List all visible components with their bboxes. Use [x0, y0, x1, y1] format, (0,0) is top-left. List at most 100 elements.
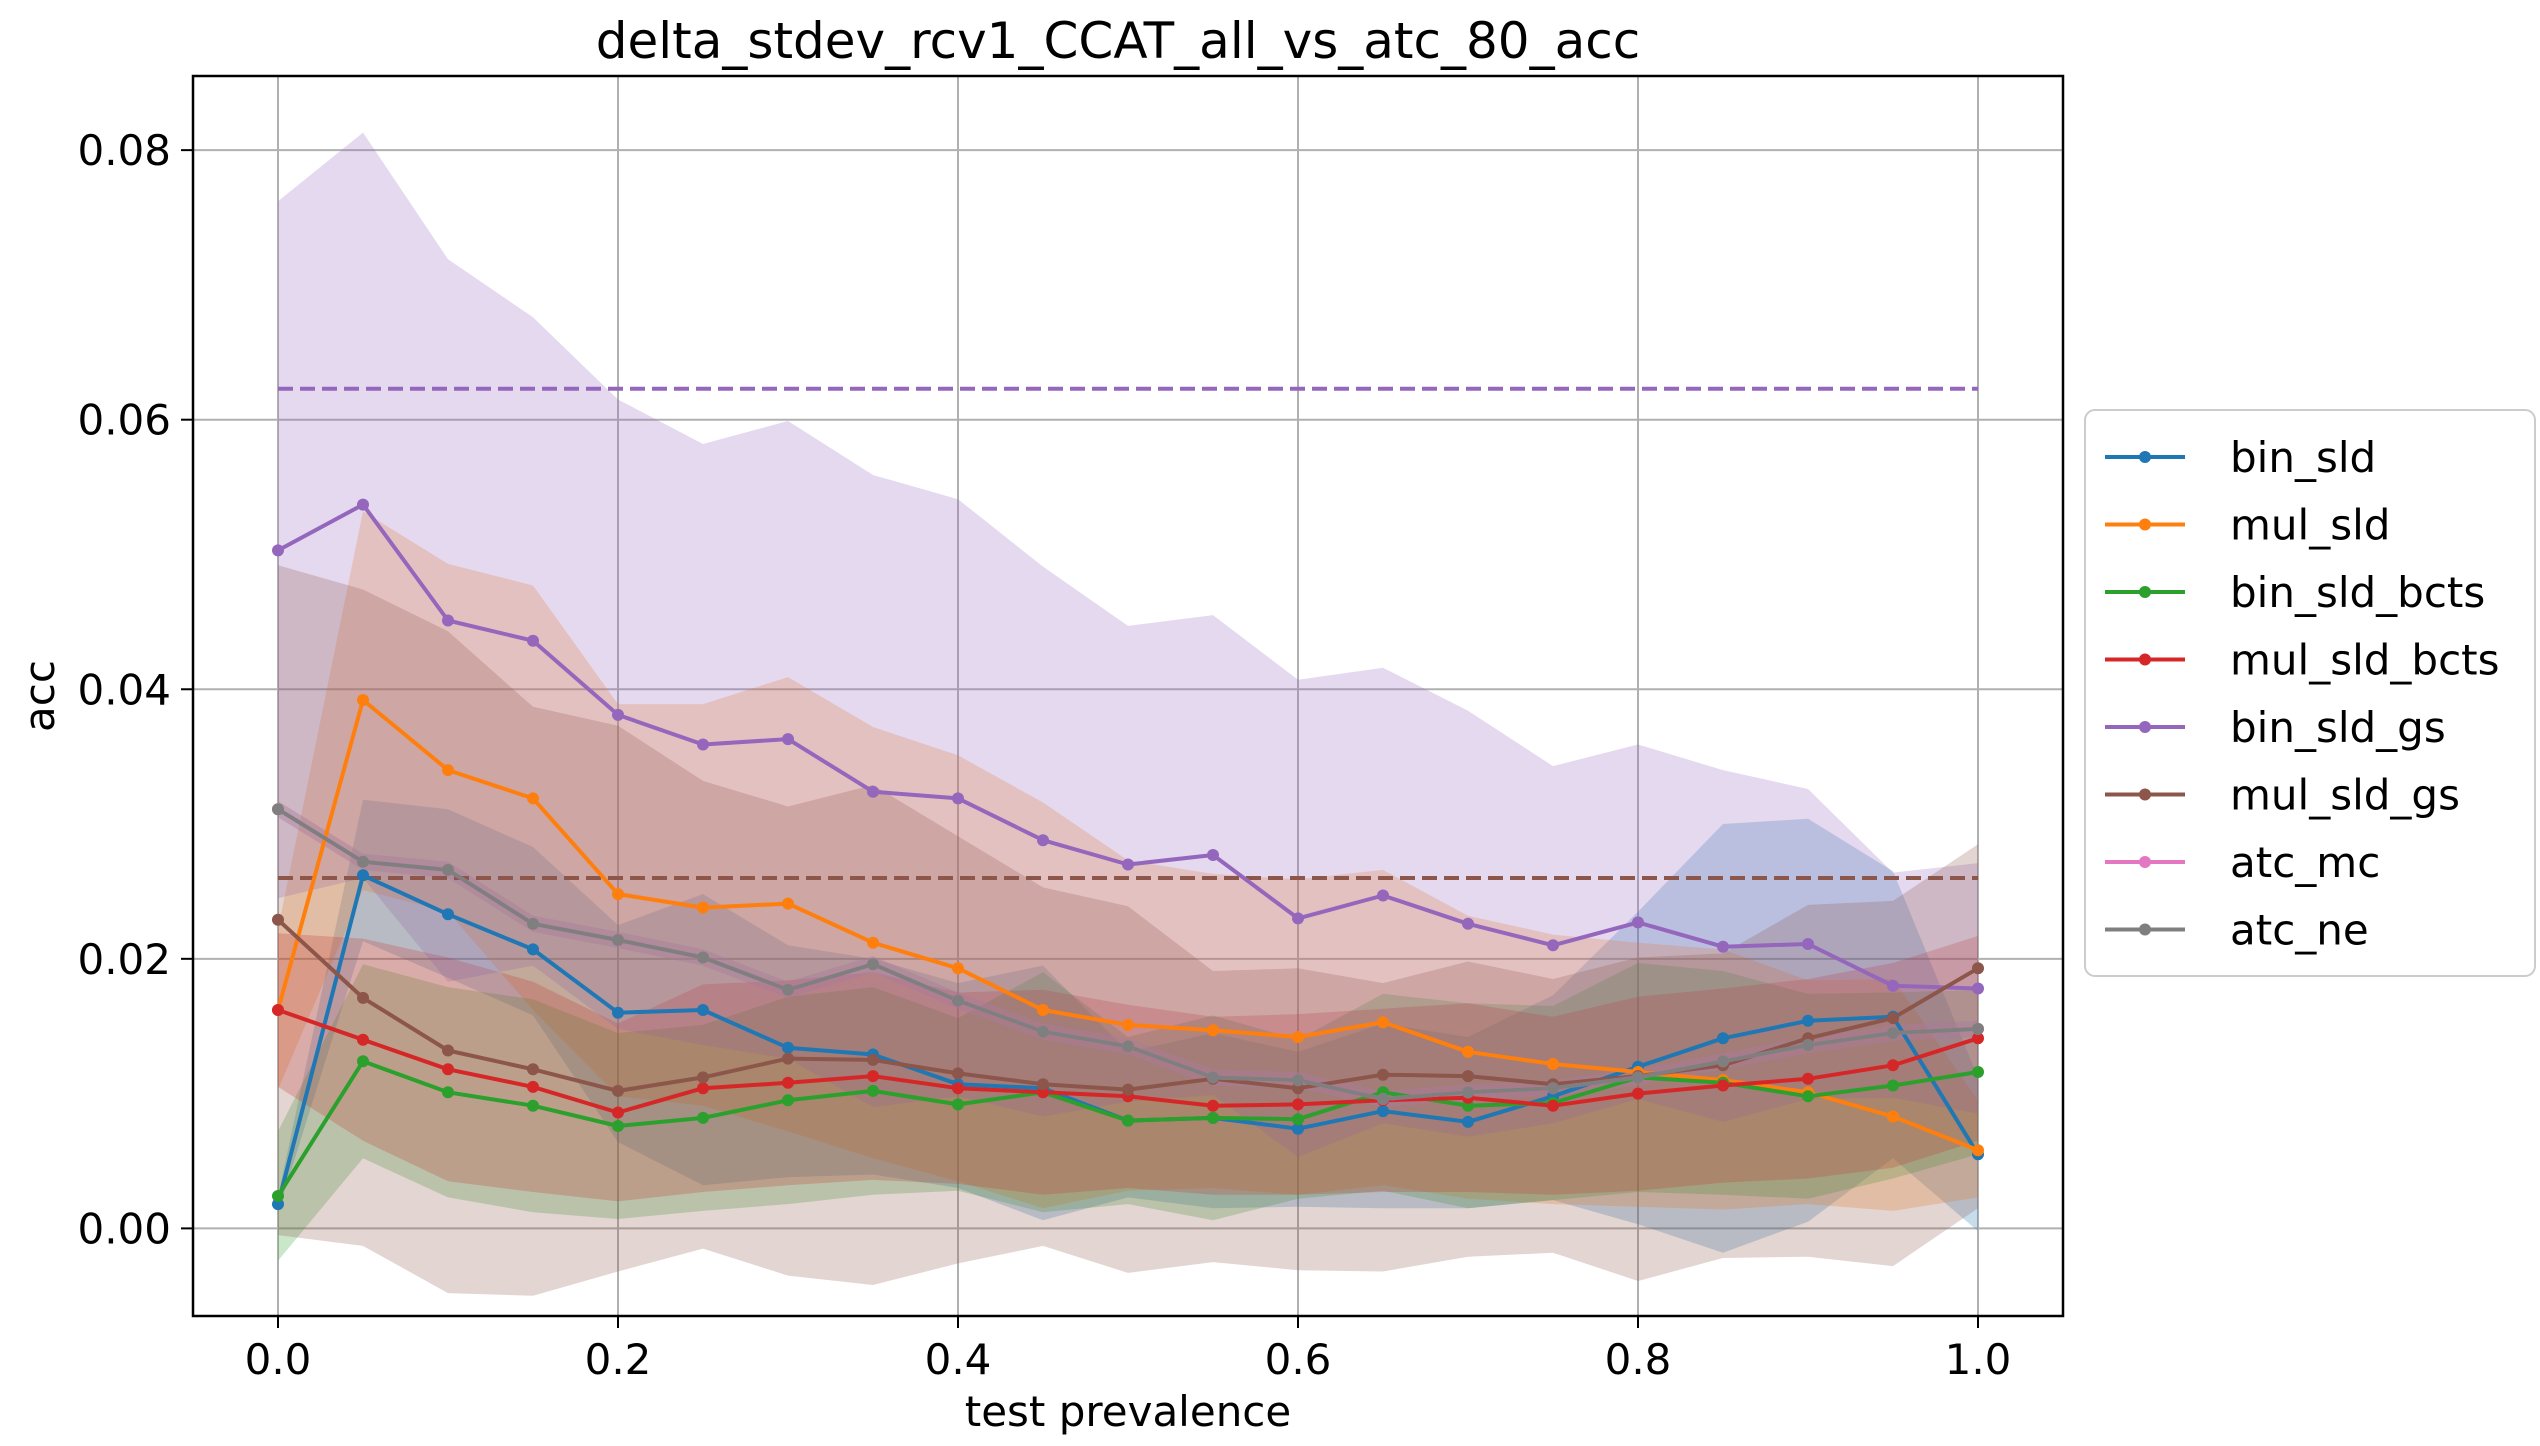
- point-bin_sld_bcts: [1122, 1114, 1134, 1127]
- point-bin_sld_bcts: [442, 1086, 454, 1099]
- point-atc_ne: [1547, 1082, 1559, 1095]
- legend-marker-bin_sld_gs: [2139, 721, 2151, 733]
- y-tick-label: 0.00: [77, 1204, 171, 1253]
- point-bin_sld_gs: [1717, 940, 1729, 953]
- point-bin_sld_gs: [782, 733, 794, 746]
- point-mul_sld: [1972, 1144, 1984, 1157]
- point-mul_sld: [1462, 1045, 1474, 1058]
- point-mul_sld: [527, 792, 539, 805]
- point-bin_sld: [782, 1041, 794, 1054]
- point-mul_sld_bcts: [1632, 1087, 1644, 1100]
- point-bin_sld_bcts: [867, 1084, 879, 1097]
- reference-lines: [278, 386, 1978, 880]
- point-bin_sld_bcts: [272, 1190, 284, 1202]
- point-bin_sld_gs: [952, 792, 964, 805]
- point-mul_sld_gs: [867, 1053, 879, 1066]
- x-tick-label: 0.6: [1265, 1335, 1332, 1384]
- point-mul_sld: [1037, 1004, 1049, 1016]
- legend-label-atc_ne: atc_ne: [2230, 906, 2369, 955]
- point-bin_sld_bcts: [1972, 1066, 1984, 1078]
- point-atc_ne: [867, 958, 879, 971]
- point-mul_sld_bcts: [1292, 1098, 1304, 1111]
- point-mul_sld_bcts: [1717, 1079, 1729, 1092]
- x-tick-label: 0.2: [585, 1335, 652, 1384]
- legend-label-mul_sld: mul_sld: [2230, 501, 2390, 550]
- point-atc_ne: [1122, 1040, 1134, 1053]
- point-mul_sld_gs: [782, 1052, 794, 1065]
- point-bin_sld: [1377, 1105, 1389, 1118]
- x-tick-label: 0.8: [1605, 1335, 1672, 1384]
- point-bin_sld_gs: [1462, 917, 1474, 930]
- x-tick-label: 0.4: [925, 1335, 992, 1384]
- point-bin_sld: [1292, 1122, 1304, 1135]
- point-mul_sld_bcts: [442, 1063, 454, 1076]
- point-mul_sld: [952, 962, 964, 975]
- point-mul_sld_gs: [442, 1044, 454, 1057]
- point-mul_sld: [1122, 1018, 1134, 1031]
- point-bin_sld_gs: [697, 738, 709, 751]
- point-mul_sld_gs: [952, 1067, 964, 1080]
- point-mul_sld_bcts: [697, 1082, 709, 1095]
- point-bin_sld_bcts: [357, 1055, 369, 1068]
- point-atc_ne: [272, 803, 284, 816]
- legend-label-bin_sld_bcts: bin_sld_bcts: [2230, 568, 2485, 617]
- point-mul_sld_gs: [1037, 1078, 1049, 1091]
- point-bin_sld_bcts: [612, 1120, 624, 1132]
- point-mul_sld: [1547, 1058, 1559, 1070]
- point-mul_sld_bcts: [527, 1080, 539, 1093]
- point-atc_ne: [697, 951, 709, 964]
- point-mul_sld_gs: [527, 1063, 539, 1076]
- point-atc_ne: [357, 855, 369, 868]
- point-bin_sld: [1717, 1032, 1729, 1045]
- point-bin_sld_bcts: [1887, 1079, 1899, 1092]
- point-mul_sld_bcts: [1802, 1072, 1814, 1085]
- legend-marker-mul_sld_bcts: [2139, 653, 2151, 666]
- point-bin_sld: [527, 943, 539, 956]
- point-bin_sld_gs: [1972, 982, 1984, 995]
- point-mul_sld: [1292, 1031, 1304, 1043]
- point-bin_sld_gs: [1037, 834, 1049, 847]
- point-mul_sld: [782, 897, 794, 910]
- plot-frame: [191, 74, 2065, 1318]
- point-atc_ne: [1292, 1074, 1304, 1087]
- point-mul_sld_bcts: [272, 1004, 284, 1016]
- point-mul_sld_bcts: [1207, 1099, 1219, 1112]
- point-mul_sld_bcts: [1547, 1099, 1559, 1112]
- point-bin_sld_gs: [272, 544, 284, 557]
- point-bin_sld_gs: [867, 785, 879, 798]
- point-mul_sld: [1377, 1016, 1389, 1029]
- point-mul_sld: [867, 936, 879, 949]
- point-bin_sld_gs: [1802, 938, 1814, 950]
- point-mul_sld_bcts: [782, 1076, 794, 1089]
- y-tick-label: 0.08: [77, 126, 171, 175]
- point-mul_sld_gs: [1972, 962, 1984, 975]
- point-bin_sld_bcts: [527, 1099, 539, 1112]
- point-mul_sld: [1207, 1024, 1219, 1037]
- y-axis-label: acc: [15, 660, 64, 732]
- point-mul_sld_gs: [1122, 1083, 1134, 1096]
- point-bin_sld_gs: [1292, 912, 1304, 925]
- point-bin_sld_bcts: [952, 1098, 964, 1111]
- legend-label-bin_sld_gs: bin_sld_gs: [2230, 703, 2446, 752]
- series-points: [272, 498, 1984, 1211]
- point-atc_ne: [1717, 1055, 1729, 1068]
- legend-label-mul_sld_bcts: mul_sld_bcts: [2230, 636, 2500, 685]
- point-mul_sld_gs: [1377, 1068, 1389, 1081]
- point-bin_sld_gs: [1547, 939, 1559, 952]
- point-mul_sld_gs: [357, 991, 369, 1004]
- point-mul_sld: [612, 888, 624, 901]
- point-mul_sld_gs: [272, 913, 284, 926]
- point-mul_sld_bcts: [357, 1033, 369, 1046]
- point-atc_ne: [1462, 1086, 1474, 1099]
- point-mul_sld_bcts: [1887, 1059, 1899, 1072]
- legend-label-mul_sld_gs: mul_sld_gs: [2230, 771, 2460, 820]
- point-mul_sld_gs: [1887, 1012, 1899, 1025]
- point-bin_sld_gs: [357, 498, 369, 511]
- point-atc_ne: [1377, 1093, 1389, 1105]
- point-bin_sld_gs: [527, 634, 539, 647]
- legend-frame: [2084, 409, 2536, 977]
- point-bin_sld_gs: [1887, 979, 1899, 992]
- y-tick-label: 0.02: [77, 935, 171, 984]
- point-atc_ne: [1887, 1027, 1899, 1039]
- point-mul_sld_bcts: [612, 1106, 624, 1119]
